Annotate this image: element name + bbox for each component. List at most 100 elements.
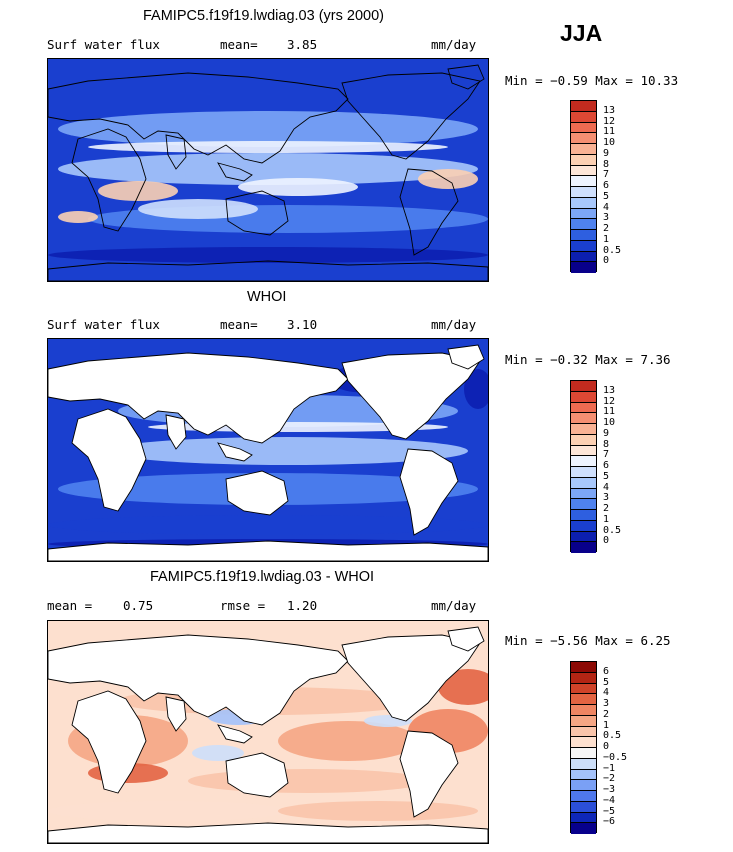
panel3-map <box>47 620 489 844</box>
panel3-unit: mm/day <box>431 598 477 613</box>
panel3-mean-label: mean = <box>47 598 93 613</box>
panel2-map-svg <box>48 339 488 561</box>
colorbar-swatch <box>571 197 596 209</box>
panel3-colorbar <box>570 661 597 834</box>
panel3-rmse-label: rmse = <box>220 598 266 613</box>
colorbar-swatch <box>571 219 596 230</box>
colorbar-tick-label: 13 <box>603 104 616 116</box>
panel1-minmax: Min = −0.59 Max = 10.33 <box>505 73 679 88</box>
colorbar-swatch <box>571 812 596 824</box>
colorbar-tick-label: 11 <box>603 126 616 138</box>
colorbar-swatch <box>571 381 596 392</box>
colorbar-swatch <box>571 683 596 695</box>
panel2-map <box>47 338 489 562</box>
colorbar-tick-label: −5 <box>603 805 616 817</box>
colorbar-swatch <box>571 434 596 446</box>
colorbar-swatch <box>571 208 596 220</box>
colorbar-tick-label: 0.5 <box>603 524 622 536</box>
colorbar-swatch <box>571 726 596 738</box>
colorbar-swatch <box>571 510 596 521</box>
colorbar-tick-label: 3 <box>603 492 610 504</box>
colorbar-swatch <box>571 769 596 781</box>
colorbar-swatch <box>571 187 596 198</box>
colorbar-tick-label: 2 <box>603 708 610 720</box>
colorbar-swatch <box>571 758 596 770</box>
model-coast-africa <box>71 128 147 232</box>
colorbar-tick-label: 1 <box>603 513 610 525</box>
colorbar-swatch <box>571 456 596 467</box>
colorbar-swatch <box>571 133 596 144</box>
colorbar-tick-label: −4 <box>603 794 616 806</box>
colorbar-swatch <box>571 542 596 553</box>
model-coast-s-america <box>399 168 459 256</box>
colorbar-swatch <box>571 520 596 532</box>
colorbar-tick-label: 6 <box>603 180 610 191</box>
colorbar-swatch <box>571 662 596 673</box>
colorbar-tick-label: 4 <box>603 201 610 213</box>
panel1-colorbar <box>570 100 597 273</box>
panel1-mean-value: 3.85 <box>287 37 318 52</box>
colorbar-tick-label: 3 <box>603 698 610 709</box>
colorbar-swatch <box>571 262 596 273</box>
colorbar-swatch <box>571 391 596 403</box>
colorbar-tick-label: 0.5 <box>603 244 622 256</box>
colorbar-swatch <box>571 672 596 684</box>
colorbar-tick-label: 8 <box>603 158 610 170</box>
colorbar-tick-label: 0 <box>603 741 610 752</box>
colorbar-swatch <box>571 445 596 457</box>
colorbar-swatch <box>571 402 596 414</box>
colorbar-tick-label: 5 <box>603 470 610 482</box>
model-field-contour <box>138 199 258 219</box>
season-label: JJA <box>560 20 603 46</box>
obs-field-contour <box>464 369 488 409</box>
colorbar-swatch <box>571 715 596 727</box>
colorbar-swatch <box>571 488 596 500</box>
colorbar-tick-label: 13 <box>603 384 616 396</box>
colorbar-tick-label: 6 <box>603 460 610 471</box>
diff-coast-europe-asia <box>48 634 349 726</box>
obs-coast-europe-asia <box>48 352 349 444</box>
model-field-contour <box>58 111 478 147</box>
colorbar-tick-label: 4 <box>603 481 610 493</box>
model-field-contour <box>98 181 178 201</box>
obs-coast-antarctica <box>48 540 488 561</box>
diff-coast-greenland <box>447 626 485 652</box>
panel2-colorbar <box>570 380 597 553</box>
colorbar-tick-label: 7 <box>603 169 610 181</box>
diff-coast-india <box>165 696 187 732</box>
obs-coast-s-america <box>399 448 459 536</box>
colorbar-swatch <box>571 477 596 489</box>
colorbar-tick-label: 3 <box>603 212 610 224</box>
model-field-contour <box>88 141 448 153</box>
colorbar-swatch <box>571 737 596 748</box>
diff-coast-africa <box>71 690 147 794</box>
colorbar-tick-label: 5 <box>603 190 610 202</box>
model-field-contour <box>48 247 488 263</box>
diff-field-contour <box>278 721 418 761</box>
colorbar-swatch <box>571 823 596 834</box>
panel1-map-svg <box>48 59 488 281</box>
panel2-variable: Surf water flux <box>47 317 160 332</box>
colorbar-tick-label: 2 <box>603 223 610 234</box>
panel1-mean-label: mean= <box>220 37 258 52</box>
diff-coast-australia <box>225 752 289 798</box>
colorbar-swatch <box>571 499 596 510</box>
panel1-unit: mm/day <box>431 37 477 52</box>
colorbar-swatch <box>571 424 596 435</box>
colorbar-swatch <box>571 101 596 112</box>
model-field-contour <box>58 153 478 185</box>
colorbar-tick-label: 1 <box>603 719 610 731</box>
panel2-title: WHOI <box>247 289 287 305</box>
colorbar-swatch <box>571 531 596 543</box>
panel3-rmse-value: 1.20 <box>287 598 318 613</box>
colorbar-swatch <box>571 176 596 187</box>
model-field-contour <box>418 169 478 189</box>
colorbar-tick-label: 1 <box>603 233 610 245</box>
colorbar-tick-label: 4 <box>603 687 610 699</box>
colorbar-tick-label: 10 <box>603 417 616 428</box>
colorbar-swatch <box>571 240 596 252</box>
colorbar-tick-label: 6 <box>603 665 610 677</box>
panel2-minmax: Min = −0.32 Max = 7.36 <box>505 352 671 367</box>
panel1-variable: Surf water flux <box>47 37 160 52</box>
colorbar-swatch <box>571 780 596 791</box>
